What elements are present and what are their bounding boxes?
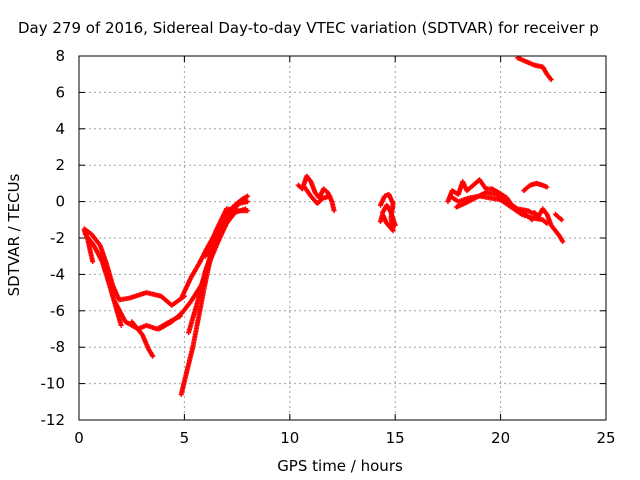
data-point [548, 77, 554, 83]
data-point [327, 193, 333, 199]
y-tick-label: 2 [55, 156, 65, 174]
x-axis-label: GPS time / hours [277, 457, 403, 475]
y-tick-label: -4 [50, 265, 65, 283]
data-point [392, 222, 398, 228]
x-tick-label: 25 [596, 429, 615, 447]
data-point [331, 208, 337, 214]
y-tick-label: 6 [55, 83, 65, 101]
y-tick-label: 4 [55, 120, 65, 138]
plot-frame [78, 55, 607, 421]
x-axis-ticks: 0 5 10 15 20 25 [74, 56, 616, 447]
x-tick-label: 15 [386, 429, 405, 447]
y-tick-label: -6 [50, 302, 65, 320]
y-axis-ticks: -12 -10 -8 -6 -4 -2 0 2 4 6 8 [41, 47, 606, 429]
y-tick-label: -8 [50, 338, 65, 356]
x-tick-label: 10 [280, 429, 299, 447]
data-point [377, 219, 383, 225]
data-points [81, 55, 566, 398]
y-tick-label: 0 [55, 193, 65, 211]
chart-title: Day 279 of 2016, Sidereal Day-to-day VTE… [18, 19, 599, 37]
data-point [544, 184, 550, 190]
data-point [90, 259, 96, 265]
data-point [245, 193, 251, 199]
y-tick-label: -12 [41, 411, 66, 429]
data-point [150, 353, 156, 359]
data-point [245, 208, 251, 214]
data-point [245, 199, 251, 205]
data-point [559, 217, 565, 223]
data-point [560, 239, 566, 245]
x-tick-label: 20 [491, 429, 510, 447]
data-point [118, 322, 124, 328]
y-tick-label: -2 [50, 229, 65, 247]
x-tick-label: 0 [74, 429, 84, 447]
grid-lines [79, 56, 606, 420]
y-tick-label: -10 [41, 375, 66, 393]
y-tick-label: 8 [55, 47, 65, 65]
y-axis-label: SDTVAR / TECUs [5, 173, 23, 296]
x-tick-label: 5 [180, 429, 190, 447]
